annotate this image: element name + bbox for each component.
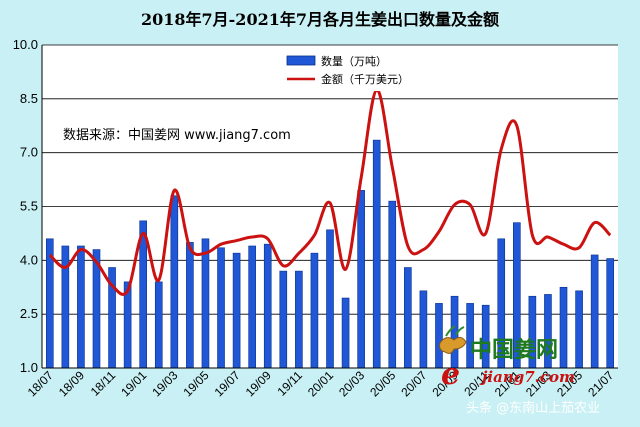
y-tick-label: 4.0	[20, 252, 38, 267]
bar-21/06	[590, 254, 599, 369]
x-tick-label: 19/11	[274, 368, 305, 399]
legend-label-value: 金额（千万美元）	[321, 72, 409, 86]
logo-text: 中国姜网	[470, 337, 558, 363]
bar-19/07	[232, 252, 241, 369]
bar-20/02	[341, 297, 350, 369]
x-tick-label: 19/05	[180, 368, 211, 399]
x-tick-label: 20/01	[305, 368, 336, 399]
y-tick-label: 2.5	[20, 306, 38, 321]
x-tick-label: 19/09	[243, 368, 274, 399]
bar-20/03	[357, 190, 365, 369]
x-tick-label: 20/07	[398, 368, 429, 399]
legend-box	[226, 51, 422, 91]
bar-19/01	[139, 220, 147, 369]
svg-text:e: e	[441, 357, 460, 392]
bar-19/08	[248, 245, 256, 369]
bar-19/11	[295, 270, 303, 369]
bar-19/12	[310, 252, 319, 369]
legend-bar-swatch	[286, 55, 316, 66]
chart-title: 2018年7月-2021年7月各月生姜出口数量及金额	[141, 10, 499, 29]
bar-20/04	[372, 139, 381, 369]
bar-21/05	[575, 290, 583, 369]
bar-19/06	[217, 247, 225, 369]
ginger-logo-icon: e	[439, 325, 467, 392]
y-tick-label: 5.5	[20, 199, 38, 214]
x-tick-label: 18/09	[56, 368, 87, 399]
y-tick-label: 7.0	[20, 145, 38, 160]
bar-19/10	[279, 270, 288, 369]
y-tick-labels: 1.0 2.5 4.0 5.5 7.0 8.5 10.0	[13, 37, 38, 375]
y-tick-label: 10.0	[13, 37, 38, 52]
bar-21/07	[606, 258, 615, 369]
bar-20/07	[419, 290, 428, 369]
x-tick-label: 20/03	[336, 368, 367, 399]
legend-label-quantity: 数量（万吨）	[321, 55, 387, 68]
data-source-annotation: 数据来源：中国姜网 www.jiang7.com	[63, 128, 291, 143]
legend: 数量（万吨） 金额（千万美元）	[226, 51, 422, 91]
bar-21/04	[559, 286, 568, 369]
x-tick-label: 19/07	[212, 368, 243, 399]
bar-series	[45, 139, 615, 369]
site-logo: e 中国姜网 jiang7.com	[439, 325, 575, 392]
bar-19/05	[201, 238, 210, 369]
bar-19/02	[154, 281, 163, 369]
logo-url: jiang7.com	[479, 368, 575, 386]
bar-20/06	[404, 267, 412, 369]
bar-20/01	[326, 229, 334, 369]
x-tick-label: 19/03	[149, 368, 180, 399]
x-tick-label: 21/07	[585, 368, 616, 399]
watermark-credit: 头条 @东南山上茄农业	[466, 400, 600, 416]
y-tick-label: 8.5	[20, 91, 38, 106]
x-tick-label: 18/11	[88, 368, 119, 399]
bar-20/05	[388, 200, 397, 369]
line-series	[48, 88, 612, 296]
bar-18/09	[77, 245, 85, 369]
bar-19/03	[170, 195, 179, 369]
bar-19/09	[263, 243, 272, 369]
y-tick-label: 1.0	[20, 360, 38, 375]
x-tick-label: 20/05	[367, 368, 398, 399]
x-tick-label: 19/01	[118, 368, 149, 399]
bar-19/04	[186, 242, 194, 369]
